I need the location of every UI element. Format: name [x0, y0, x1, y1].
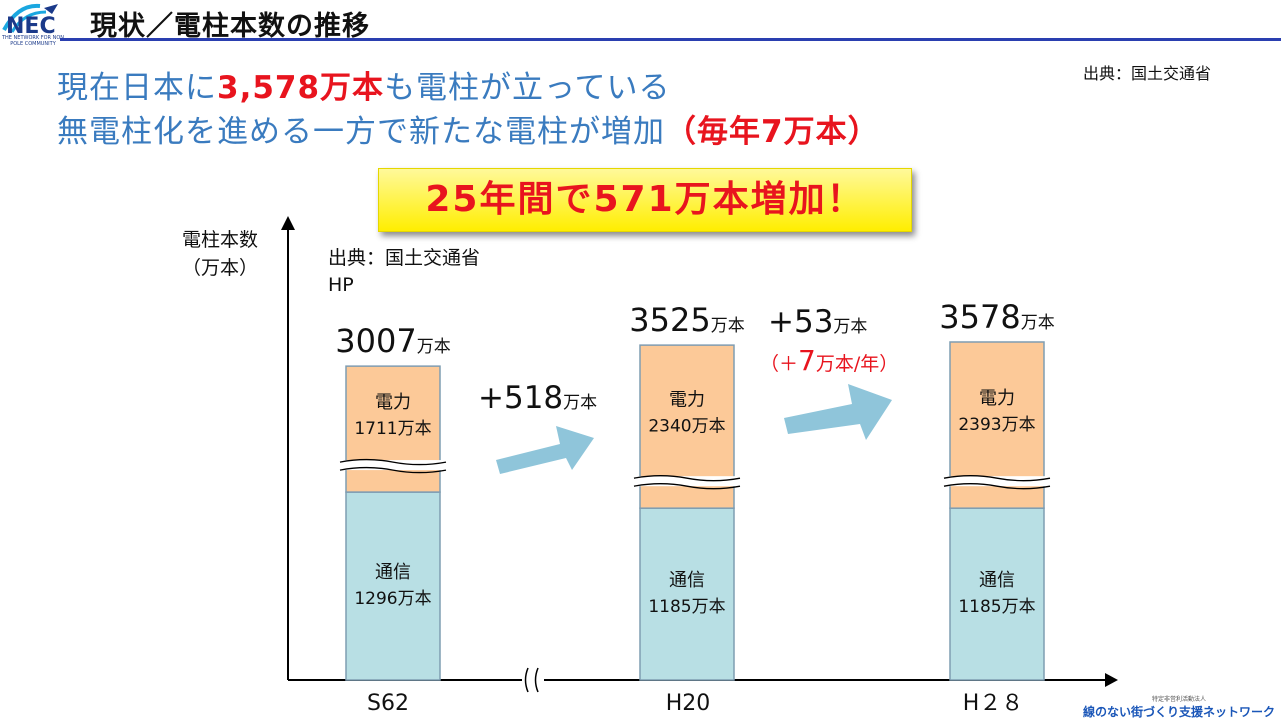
total-label: 3007万本	[335, 322, 450, 360]
footer-logo-sub: 特定非営利活動法人	[1152, 696, 1207, 703]
growth-arrow	[496, 426, 594, 474]
electric-value-label: 1711万本	[354, 419, 431, 439]
telecom-label: 通信	[669, 570, 705, 591]
axis-break-mark	[534, 667, 539, 693]
logo-graphic: NEC	[2, 3, 58, 39]
total-label: 3578万本	[939, 298, 1054, 336]
bar-break-gap	[944, 476, 1050, 487]
electric-label: 電力	[669, 390, 705, 411]
bar-break-mark	[633, 483, 741, 490]
telecom-label: 通信	[375, 562, 411, 583]
x-tick-label: H20	[666, 691, 711, 716]
bar-break-gap	[634, 476, 740, 487]
banner-text: 25年間で571万本増加！	[425, 179, 865, 220]
bar-break-gap	[340, 460, 446, 471]
bar-break-mark	[943, 475, 1051, 482]
logo-tagline: THE NETWORK FOR NON POLE COMMUNITY	[1, 35, 65, 47]
chart-source-note-hp: HP	[328, 274, 354, 296]
telecom-value-label: 1296万本	[354, 589, 431, 609]
electric-value-label: 2340万本	[648, 417, 725, 437]
footer-logo: 特定非営利活動法人 線のない街づくり支援ネットワーク	[1083, 694, 1275, 720]
bar-break-mark	[339, 458, 447, 466]
x-tick-label: S62	[367, 691, 409, 716]
x-tick-label: H２８	[963, 691, 1024, 716]
bar-telecom	[345, 491, 441, 681]
page-title: 現状／電柱本数の推移	[90, 11, 370, 42]
bar-telecom	[639, 507, 735, 681]
bar-telecom	[949, 507, 1045, 681]
x-axis-arrowhead	[1105, 673, 1118, 687]
bar-break-mark	[633, 475, 741, 482]
bar-electric	[345, 365, 441, 493]
y-axis-arrowhead	[281, 216, 295, 230]
bar-break-mark	[339, 466, 447, 474]
telecom-label: 通信	[979, 570, 1015, 591]
increase-banner: 25年間で571万本増加！	[378, 168, 912, 232]
telecom-value-label: 1185万本	[648, 597, 725, 617]
headline-line-1: 現在日本に3,578万本も電柱が立っている	[57, 70, 671, 106]
telecom-value-label: 1185万本	[958, 597, 1035, 617]
bar-break-mark	[943, 483, 1051, 490]
title-underline	[60, 38, 1281, 41]
axis-break-gap	[522, 672, 544, 688]
headline-line-2: 無電柱化を進める一方で新たな電柱が増加（毎年7万本）	[57, 114, 880, 150]
footer-logo-main: 線のない街づくり支援ネットワーク	[1083, 705, 1276, 719]
chart-source-note: 出典：国土交通省	[328, 247, 480, 269]
svg-text:NEC: NEC	[6, 14, 56, 38]
growth-arrow	[784, 384, 892, 440]
axis-break-mark	[524, 667, 529, 693]
increase-label: +53万本	[768, 304, 867, 340]
electric-value-label: 2393万本	[958, 415, 1035, 435]
y-axis-label: 電柱本数	[182, 229, 258, 251]
electric-label: 電力	[375, 392, 411, 413]
nec-logo: NEC	[0, 0, 66, 46]
annual-increase-label: （＋7万本/年）	[760, 344, 898, 377]
increase-label: +518万本	[478, 380, 597, 416]
electric-label: 電力	[979, 388, 1015, 409]
total-label: 3525万本	[629, 301, 744, 339]
source-note: 出典：国土交通省	[1083, 64, 1212, 83]
y-axis-label-unit: （万本）	[182, 257, 258, 279]
